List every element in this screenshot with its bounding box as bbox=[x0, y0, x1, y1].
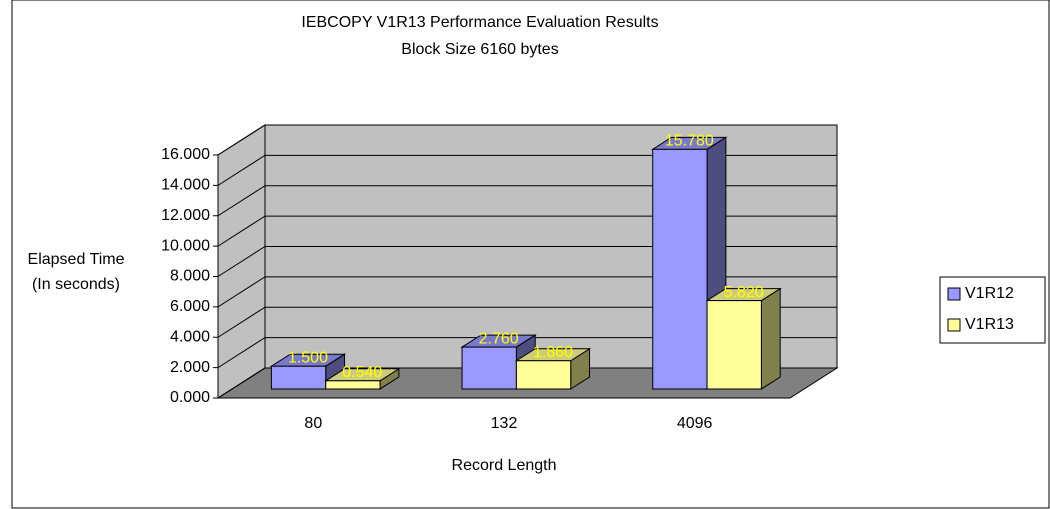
bar bbox=[514, 347, 592, 390]
bar-front bbox=[706, 300, 762, 390]
x-axis-label: Record Length bbox=[452, 457, 557, 474]
grid-line bbox=[217, 337, 837, 369]
grid-line bbox=[217, 276, 837, 308]
chart-title: Block Size 6160 bytes bbox=[401, 41, 558, 58]
y-tick-label: 6.000 bbox=[170, 298, 210, 315]
bar bbox=[269, 353, 347, 390]
y-tick-label: 2.000 bbox=[170, 359, 210, 376]
y-axis-label: (In seconds) bbox=[32, 276, 120, 293]
bar-front bbox=[461, 346, 517, 390]
value-label: 15.780 bbox=[665, 133, 714, 150]
bar bbox=[705, 287, 782, 390]
bar bbox=[324, 367, 401, 390]
grid-line bbox=[217, 185, 837, 217]
y-tick-label: 0.000 bbox=[170, 389, 210, 406]
x-tick-label: 80 bbox=[304, 415, 322, 432]
value-label: 5.820 bbox=[724, 284, 764, 301]
value-label: 2.760 bbox=[479, 330, 519, 347]
legend-swatch bbox=[947, 287, 961, 301]
value-label: 1.500 bbox=[288, 349, 328, 366]
grid-line bbox=[217, 154, 837, 186]
y-tick-label: 14.000 bbox=[161, 177, 210, 194]
y-tick-label: 16.000 bbox=[161, 146, 210, 163]
bar-side bbox=[760, 287, 781, 390]
value-label: 0.540 bbox=[342, 364, 382, 381]
grid-line bbox=[217, 306, 837, 338]
bar-front bbox=[515, 360, 572, 390]
grid-line bbox=[217, 246, 837, 277]
y-axis-label: Elapsed Time bbox=[28, 251, 125, 268]
x-tick-label: 4096 bbox=[677, 415, 713, 432]
y-tick-label: 12.000 bbox=[161, 207, 210, 224]
y-tick-label: 10.000 bbox=[161, 237, 210, 254]
value-label: 1.860 bbox=[533, 344, 573, 361]
grid-line bbox=[217, 367, 837, 399]
chart-title: IEBCOPY V1R13 Performance Evaluation Res… bbox=[301, 14, 658, 31]
legend-label: V1R12 bbox=[965, 285, 1014, 302]
bar-front bbox=[270, 365, 327, 390]
x-tick-label: 132 bbox=[491, 415, 518, 432]
grid-line bbox=[217, 215, 837, 247]
bar-front bbox=[652, 148, 708, 390]
grid-line bbox=[217, 124, 837, 156]
legend-swatch bbox=[947, 318, 961, 332]
legend-label: V1R13 bbox=[965, 316, 1014, 333]
bar-front bbox=[325, 380, 381, 390]
y-tick-label: 8.000 bbox=[170, 268, 210, 285]
y-tick-label: 4.000 bbox=[170, 328, 210, 345]
